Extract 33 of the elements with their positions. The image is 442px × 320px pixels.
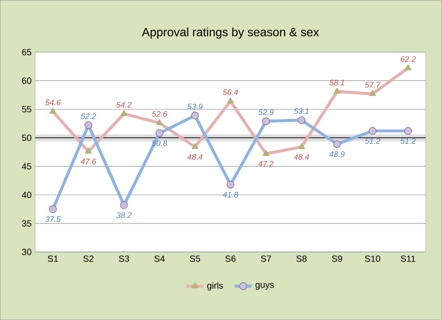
x-tick-label: S4: [154, 255, 165, 262]
legend-label: girls: [207, 282, 223, 290]
x-tick-label: S7: [260, 255, 272, 262]
y-tick-label: 45: [22, 163, 32, 170]
y-tick-label: 60: [22, 77, 32, 84]
x-tick-label: S5: [190, 255, 200, 262]
point: [156, 119, 163, 125]
point: [262, 150, 270, 156]
point: [404, 64, 412, 70]
x-tick-label: S1: [48, 255, 58, 262]
x-tick-label: S2: [83, 255, 94, 262]
x-tick-label: S10: [364, 255, 380, 262]
y-tick-label: 35: [22, 220, 32, 227]
y-tick-label: 50: [22, 134, 32, 141]
x-tick-label: S9: [332, 255, 342, 262]
point: [85, 148, 92, 154]
x-tick-label: S11: [400, 255, 416, 262]
x-tick-label: S6: [225, 255, 236, 262]
point: [192, 142, 198, 149]
point: [334, 88, 340, 94]
point: [227, 97, 234, 104]
point: [298, 142, 305, 149]
y-tick-label: 55: [22, 106, 32, 112]
point: [50, 108, 56, 114]
x-tick-label: S8: [296, 255, 307, 262]
point: [369, 90, 376, 96]
chart-title: Approval ratings by season & sex: [142, 27, 319, 39]
legend-label: guys: [256, 282, 274, 290]
y-tick-label: 30: [22, 248, 32, 256]
x-tick-label: S3: [118, 255, 130, 262]
y-tick-label: 65: [22, 48, 32, 56]
y-tick-label: 40: [22, 192, 32, 198]
point: [120, 110, 128, 116]
